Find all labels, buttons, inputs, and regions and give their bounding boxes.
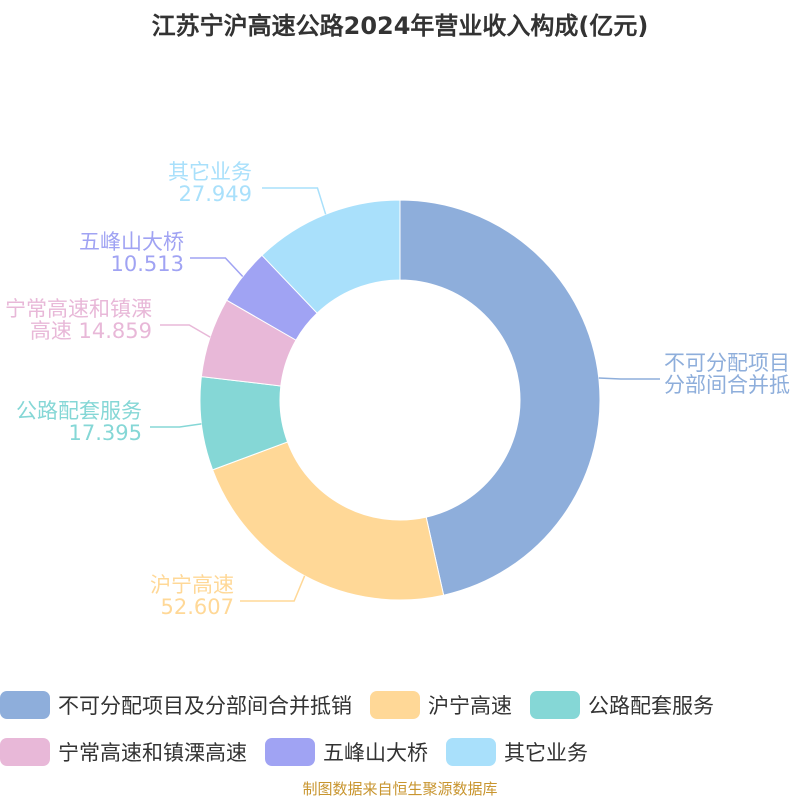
callout-line bbox=[262, 187, 327, 215]
callout-line-text: 宁常高速和镇溧 bbox=[5, 297, 152, 321]
legend-item[interactable]: 宁常高速和镇溧高速 bbox=[0, 737, 247, 767]
source-note: 制图数据来自恒生聚源数据库 bbox=[302, 780, 498, 798]
legend-swatch bbox=[530, 691, 580, 719]
callout-line-text: 沪宁高速 bbox=[150, 573, 234, 597]
callout-line bbox=[598, 377, 660, 380]
callout-line-text: 其它业务 bbox=[168, 160, 252, 184]
callout-line-text: 17.395 bbox=[69, 421, 142, 445]
legend-label: 其它业务 bbox=[504, 741, 588, 765]
slice-callout-label: 不可分配项目分部间合并抵 bbox=[664, 351, 790, 397]
callout-line bbox=[150, 423, 202, 428]
callout-line bbox=[240, 575, 306, 602]
slice-callout-label: 五峰山大桥 10.513 bbox=[79, 230, 184, 276]
donut-slice[interactable] bbox=[399, 199, 601, 596]
legend-label: 公路配套服务 bbox=[588, 694, 714, 718]
slices-layer bbox=[199, 199, 601, 601]
callout-line-text: 分部间合并抵 bbox=[664, 373, 790, 397]
slice-callout-label: 沪宁高速 52.607 bbox=[150, 573, 234, 619]
callout-line-text: 五峰山大桥 bbox=[79, 230, 184, 254]
legend-swatch bbox=[0, 691, 50, 719]
legend-label: 五峰山大桥 bbox=[323, 741, 428, 765]
chart-title: 江苏宁沪高速公路2024年营业收入构成(亿元) bbox=[151, 12, 649, 40]
callout-line-text: 27.949 bbox=[179, 182, 252, 206]
legend-row: 不可分配项目及分部间合并抵销 沪宁高速 公路配套服务 bbox=[0, 688, 732, 722]
callout-line bbox=[160, 324, 211, 338]
legend-label: 宁常高速和镇溧高速 bbox=[58, 741, 247, 765]
donut-slice[interactable] bbox=[261, 199, 401, 314]
slice-callout-label: 宁常高速和镇溧高速 14.859 bbox=[5, 297, 152, 343]
legend-label: 不可分配项目及分部间合并抵销 bbox=[58, 694, 352, 718]
legend-item[interactable]: 不可分配项目及分部间合并抵销 bbox=[0, 690, 352, 720]
legend-swatch bbox=[446, 738, 496, 766]
legend-item[interactable]: 五峰山大桥 bbox=[265, 737, 428, 767]
callout-line-text: 高速 14.859 bbox=[30, 319, 152, 343]
legend-swatch bbox=[265, 738, 315, 766]
callout-line-text: 不可分配项目 bbox=[664, 351, 790, 375]
callout-line-text: 公路配套服务 bbox=[16, 399, 142, 423]
callout-line-text: 10.513 bbox=[111, 252, 184, 276]
callout-line-text: 52.607 bbox=[161, 595, 234, 619]
legend-swatch bbox=[370, 691, 420, 719]
legend-item[interactable]: 公路配套服务 bbox=[530, 690, 714, 720]
donut-slice[interactable] bbox=[211, 441, 445, 601]
legend-item[interactable]: 其它业务 bbox=[446, 737, 588, 767]
legend-swatch bbox=[0, 738, 50, 766]
legend-label: 沪宁高速 bbox=[428, 694, 512, 718]
legend-row: 宁常高速和镇溧高速 五峰山大桥 其它业务 bbox=[0, 735, 606, 769]
callout-line bbox=[190, 257, 244, 277]
legend-item[interactable]: 沪宁高速 bbox=[370, 690, 512, 720]
slice-callout-label: 公路配套服务 17.395 bbox=[16, 399, 142, 445]
slice-callout-label: 其它业务 27.949 bbox=[168, 160, 252, 206]
